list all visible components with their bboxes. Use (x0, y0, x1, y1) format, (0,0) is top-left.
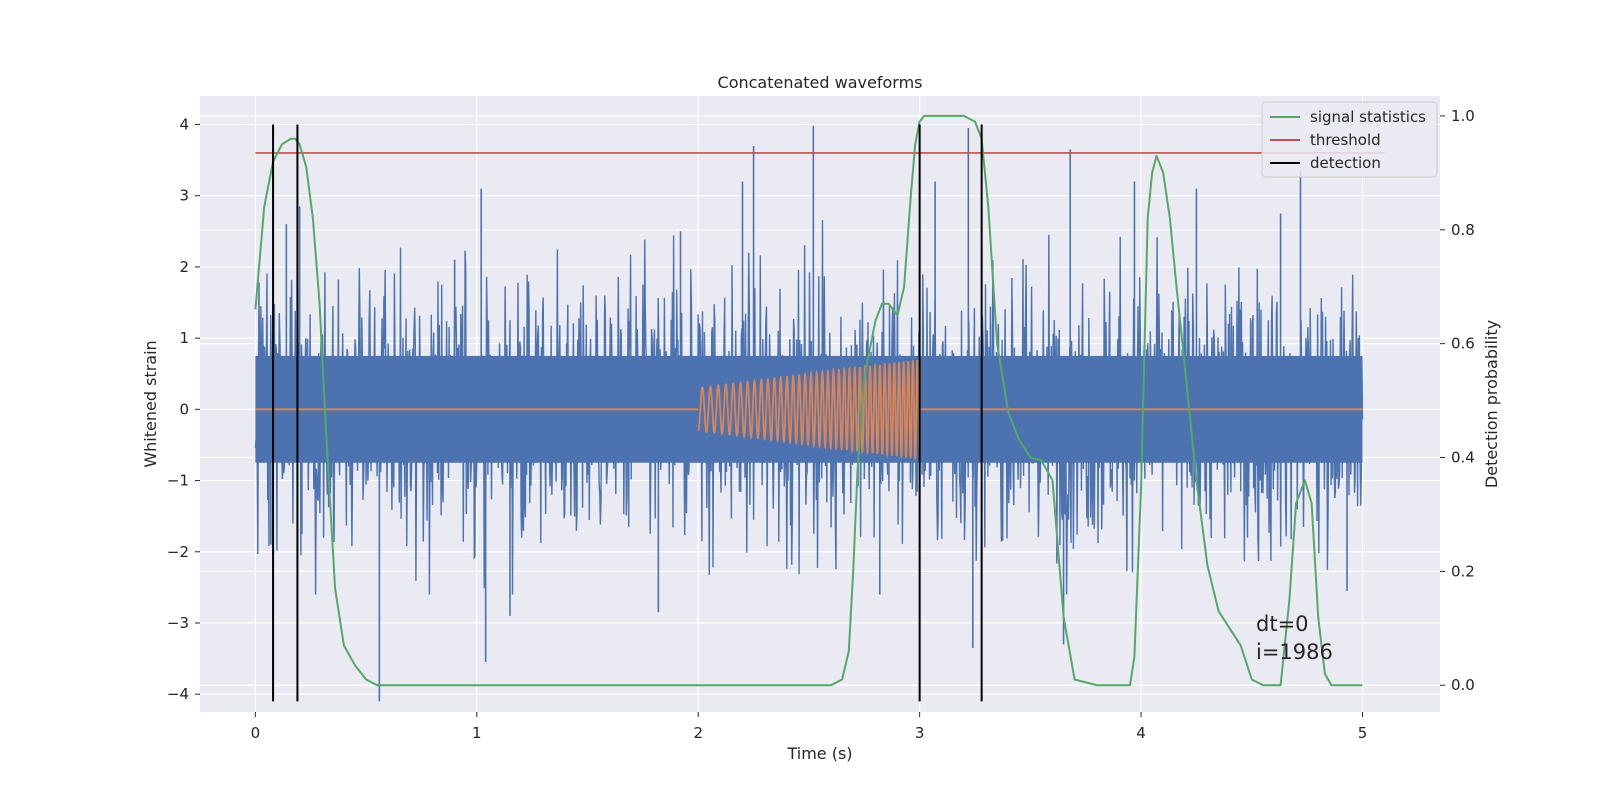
annotation-index: i=1986 (1256, 640, 1333, 664)
chart-title: Concatenated waveforms (718, 73, 923, 92)
y-tick-label: −4 (167, 685, 189, 703)
y-tick-label: −1 (167, 472, 189, 490)
x-tick-label: 5 (1358, 724, 1368, 742)
series-detection (272, 124, 983, 702)
y-tick-label: 0 (179, 400, 189, 418)
legend-label-signal-statistics: signal statistics (1310, 108, 1426, 126)
y2-tick-label: 0.6 (1451, 335, 1475, 353)
y2-tick-label: 0.2 (1451, 562, 1475, 580)
y-tick-label: 4 (179, 115, 189, 133)
y2-tick-label: 0.0 (1451, 676, 1475, 694)
x-axis-label: Time (s) (786, 744, 852, 763)
y-tick-label: 1 (179, 329, 189, 347)
y-tick-label: −2 (167, 543, 189, 561)
x-tick-label: 4 (1136, 724, 1146, 742)
x-tick-label: 3 (915, 724, 925, 742)
x-tick-label: 0 (251, 724, 261, 742)
legend-box (1261, 101, 1438, 178)
y-tick-label: −3 (167, 614, 189, 632)
y2-tick-label: 0.8 (1451, 221, 1475, 239)
y2-tick-label: 0.4 (1451, 449, 1475, 467)
axis-ticks: 0 1 2 3 4 5 4 3 2 1 0 −1 −2 −3 −4 1.0 0.8 0.6 0.4 0.2 0.0 (167, 107, 1475, 742)
injection-chirp (697, 359, 921, 460)
y-tick-label: 3 (179, 187, 189, 205)
legend-label-threshold: threshold (1310, 131, 1381, 149)
x-tick-label: 1 (472, 724, 482, 742)
legend-label-detection: detection (1310, 154, 1381, 172)
series-injected-waveform (255, 359, 1363, 460)
y-tick-label: 2 (179, 258, 189, 276)
annotation-dt: dt=0 (1256, 612, 1309, 636)
y-axis-label: Whitened strain (141, 340, 160, 467)
x-tick-label: 2 (693, 724, 703, 742)
y2-tick-label: 1.0 (1451, 107, 1475, 125)
legend: signal statistics threshold detection (1261, 101, 1438, 178)
y2-axis-label: Detection probability (1482, 320, 1501, 488)
